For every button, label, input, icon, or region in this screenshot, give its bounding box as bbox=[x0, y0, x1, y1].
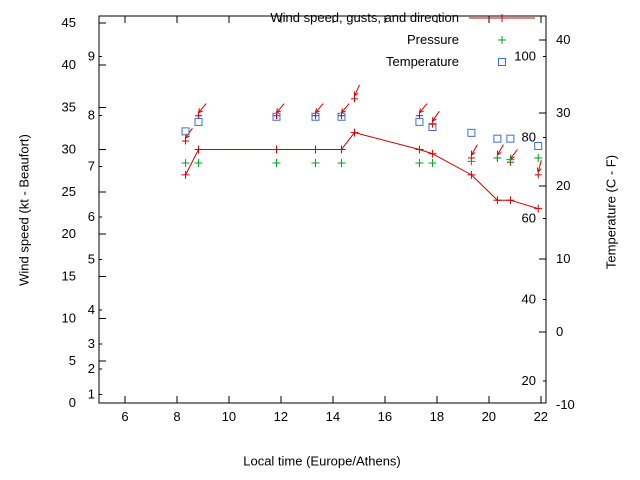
svg-text:20: 20 bbox=[522, 373, 536, 388]
svg-text:35: 35 bbox=[62, 99, 76, 114]
svg-text:20: 20 bbox=[482, 409, 496, 424]
svg-text:6: 6 bbox=[121, 409, 128, 424]
svg-text:20: 20 bbox=[62, 226, 76, 241]
legend-sample-wind bbox=[469, 11, 535, 23]
svg-text:20: 20 bbox=[556, 178, 570, 193]
svg-text:5: 5 bbox=[69, 353, 76, 368]
svg-text:100: 100 bbox=[514, 48, 536, 63]
svg-text:2: 2 bbox=[88, 361, 95, 376]
legend-item-temperature: Temperature bbox=[270, 50, 535, 72]
svg-text:14: 14 bbox=[326, 409, 340, 424]
svg-text:0: 0 bbox=[556, 324, 563, 339]
svg-text:30: 30 bbox=[62, 142, 76, 157]
legend-item-pressure: Pressure bbox=[270, 28, 535, 50]
svg-text:18: 18 bbox=[430, 409, 444, 424]
x-axis-title: Local time (Europe/Athens) bbox=[243, 453, 401, 469]
svg-text:9: 9 bbox=[88, 49, 95, 64]
svg-text:3: 3 bbox=[88, 336, 95, 351]
svg-text:40: 40 bbox=[62, 57, 76, 72]
svg-text:30: 30 bbox=[556, 105, 570, 120]
svg-text:80: 80 bbox=[522, 129, 536, 144]
svg-text:15: 15 bbox=[62, 268, 76, 283]
legend-sample-pressure bbox=[469, 33, 535, 45]
y2-axis-title: Temperature (C - F) bbox=[603, 154, 619, 270]
legend-sample-temperature bbox=[469, 55, 535, 67]
legend-label-wind: Wind speed, gusts, and direction bbox=[270, 9, 459, 25]
svg-text:7: 7 bbox=[88, 158, 95, 173]
svg-text:-10: -10 bbox=[556, 397, 575, 412]
svg-text:25: 25 bbox=[62, 184, 76, 199]
svg-text:0: 0 bbox=[69, 395, 76, 410]
legend-label-temperature: Temperature bbox=[386, 53, 459, 69]
legend: Wind speed, gusts, and direction Pressur… bbox=[270, 6, 535, 72]
legend-item-wind: Wind speed, gusts, and direction bbox=[270, 6, 535, 28]
svg-text:22: 22 bbox=[534, 409, 548, 424]
svg-text:12: 12 bbox=[274, 409, 288, 424]
svg-text:10: 10 bbox=[222, 409, 236, 424]
svg-text:10: 10 bbox=[556, 251, 570, 266]
svg-text:1: 1 bbox=[88, 387, 95, 402]
svg-text:16: 16 bbox=[378, 409, 392, 424]
svg-text:40: 40 bbox=[522, 292, 536, 307]
svg-text:4: 4 bbox=[88, 302, 95, 317]
svg-text:8: 8 bbox=[88, 108, 95, 123]
svg-text:6: 6 bbox=[88, 209, 95, 224]
svg-text:45: 45 bbox=[62, 15, 76, 30]
svg-text:10: 10 bbox=[62, 311, 76, 326]
svg-text:40: 40 bbox=[556, 32, 570, 47]
svg-text:5: 5 bbox=[88, 251, 95, 266]
svg-text:60: 60 bbox=[522, 211, 536, 226]
svg-text:8: 8 bbox=[173, 409, 180, 424]
y-axis-title: Wind speed (kt - Beaufort) bbox=[16, 134, 32, 286]
legend-label-pressure: Pressure bbox=[406, 31, 459, 47]
